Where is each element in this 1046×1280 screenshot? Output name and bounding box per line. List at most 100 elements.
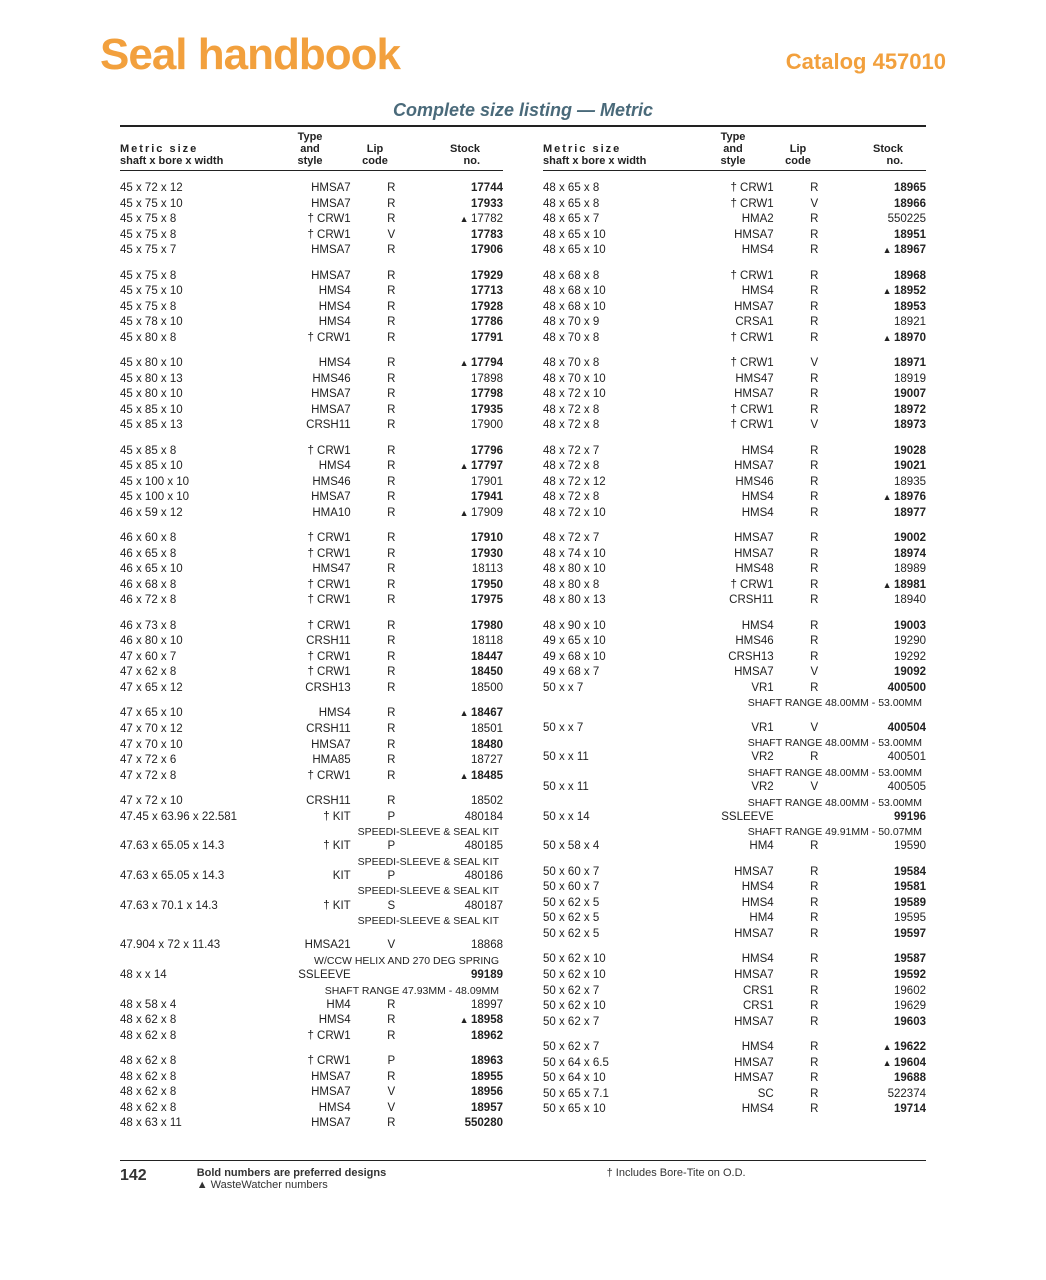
section-subtitle: Complete size listing — Metric: [40, 100, 1006, 121]
table-row: 47.63 x 70.1 x 14.3† KITS480187: [120, 899, 503, 915]
cell-stock: 17797: [418, 459, 503, 475]
cell-stock: 18967: [841, 243, 926, 259]
table-row: 50 x x 11VR2V400505: [543, 780, 926, 796]
cell-size: 45 x 100 x 10: [120, 490, 280, 506]
cell-lip: R: [365, 300, 418, 316]
cell-size: 47 x 65 x 12: [120, 681, 280, 697]
cell-type: † CRW1: [703, 578, 788, 594]
cell-stock: 400505: [841, 780, 926, 796]
right-column: Type Metric size and Lip Stock shaft x b…: [543, 127, 926, 1132]
cell-size: 45 x 80 x 8: [120, 331, 280, 347]
cell-size: 50 x 62 x 5: [543, 896, 703, 912]
cell-type: HMSA21: [280, 938, 365, 954]
table-row: 46 x 68 x 8† CRW1R17950: [120, 578, 503, 594]
cell-size: 45 x 80 x 10: [120, 387, 280, 403]
cell-lip: R: [788, 1087, 841, 1103]
cell-lip: R: [365, 722, 418, 738]
table-row: 45 x 75 x 10HMS4R17713: [120, 284, 503, 300]
cell-stock: 550225: [841, 212, 926, 228]
table-row: 50 x 62 x 10HMSA7R19592: [543, 968, 926, 984]
cell-type: CRSH11: [280, 634, 365, 650]
cell-stock: 17980: [418, 619, 503, 635]
cell-lip: V: [788, 356, 841, 372]
cell-stock: 480184: [418, 810, 503, 826]
table-row: 45 x 100 x 10HMS46R17901: [120, 475, 503, 491]
cell-type: HMS46: [703, 634, 788, 650]
cell-stock: 17744: [418, 181, 503, 197]
cell-lip: V: [788, 665, 841, 681]
cell-type: HMS47: [703, 372, 788, 388]
cell-stock: 18974: [841, 547, 926, 563]
cell-size: 48 x 62 x 8: [120, 1085, 280, 1101]
table-row: 48 x 65 x 8† CRW1V18966: [543, 197, 926, 213]
cell-stock: 18973: [841, 418, 926, 434]
cell-type: † CRW1: [280, 769, 365, 785]
cell-lip: R: [365, 634, 418, 650]
cell-lip: R: [788, 681, 841, 697]
cell-type: † CRW1: [280, 1029, 365, 1045]
cell-stock: 19604: [841, 1056, 926, 1072]
cell-stock: 19581: [841, 880, 926, 896]
table-row: 47 x 65 x 12CRSH13R18500: [120, 681, 503, 697]
cell-stock: 17930: [418, 547, 503, 563]
table-row: 45 x 80 x 8† CRW1R17791: [120, 331, 503, 347]
cell-size: 47.63 x 65.05 x 14.3: [120, 839, 280, 855]
cell-type: HMSA7: [280, 738, 365, 754]
cell-size: 48 x 58 x 4: [120, 998, 280, 1014]
table-row: 48 x 90 x 10HMS4R19003: [543, 619, 926, 635]
cell-lip: R: [788, 1040, 841, 1056]
cell-type: HMS4: [703, 506, 788, 522]
cell-stock: 18940: [841, 593, 926, 609]
cell-stock: 18963: [418, 1054, 503, 1070]
cell-type: CRSH13: [703, 650, 788, 666]
cell-lip: R: [788, 562, 841, 578]
table-row: 50 x 62 x 5HMS4R19589: [543, 896, 926, 912]
cell-lip: R: [788, 228, 841, 244]
cell-stock: 18113: [418, 562, 503, 578]
cell-size: 47 x 60 x 7: [120, 650, 280, 666]
cell-type: HMSA7: [280, 387, 365, 403]
table-row: 46 x 65 x 10HMS47R18113: [120, 562, 503, 578]
cell-type: HMSA7: [703, 1071, 788, 1087]
cell-lip: R: [788, 181, 841, 197]
cell-size: 47.63 x 70.1 x 14.3: [120, 899, 280, 915]
cell-stock: 17909: [418, 506, 503, 522]
cell-lip: R: [365, 1116, 418, 1132]
cell-lip: R: [788, 634, 841, 650]
cell-size: 50 x 62 x 5: [543, 911, 703, 927]
cell-lip: S: [365, 899, 418, 915]
cell-size: 50 x 58 x 4: [543, 839, 703, 855]
cell-lip: R: [365, 665, 418, 681]
table-row: 45 x 80 x 10HMS4R17794: [120, 356, 503, 372]
table-row: 47 x 72 x 6HMA85R18727: [120, 753, 503, 769]
cell-type: HMS46: [280, 372, 365, 388]
cell-size: 48 x 65 x 8: [543, 181, 703, 197]
cell-size: 50 x 62 x 7: [543, 1040, 703, 1056]
cell-size: 48 x 72 x 7: [543, 444, 703, 460]
cell-size: 50 x 60 x 7: [543, 880, 703, 896]
cell-type: † CRW1: [280, 212, 365, 228]
cell-lip: R: [788, 212, 841, 228]
cell-stock: 17928: [418, 300, 503, 316]
table-row: 48 x 62 x 8HMSA7V18956: [120, 1085, 503, 1101]
cell-lip: R: [365, 794, 418, 810]
cell-size: 50 x 65 x 10: [543, 1102, 703, 1118]
cell-size: 50 x x 14: [543, 810, 703, 826]
table-row: 48 x 70 x 8† CRW1V18971: [543, 356, 926, 372]
cell-lip: R: [365, 418, 418, 434]
cell-stock: 18480: [418, 738, 503, 754]
cell-stock: 18467: [418, 706, 503, 722]
cell-lip: [365, 968, 418, 984]
cell-size: 48 x 65 x 8: [543, 197, 703, 213]
table-row: 48 x 72 x 12HMS46R18935: [543, 475, 926, 491]
cell-stock: 17941: [418, 490, 503, 506]
right-column-body: 48 x 65 x 8† CRW1R1896548 x 65 x 8† CRW1…: [543, 171, 926, 1118]
cell-type: HMS47: [280, 562, 365, 578]
cell-type: HMSA7: [280, 1116, 365, 1132]
cell-type: HMS4: [280, 300, 365, 316]
table-row: 45 x 75 x 8HMS4R17928: [120, 300, 503, 316]
cell-lip: R: [365, 1013, 418, 1029]
cell-stock: 18965: [841, 181, 926, 197]
cell-lip: R: [788, 490, 841, 506]
cell-stock: 480187: [418, 899, 503, 915]
